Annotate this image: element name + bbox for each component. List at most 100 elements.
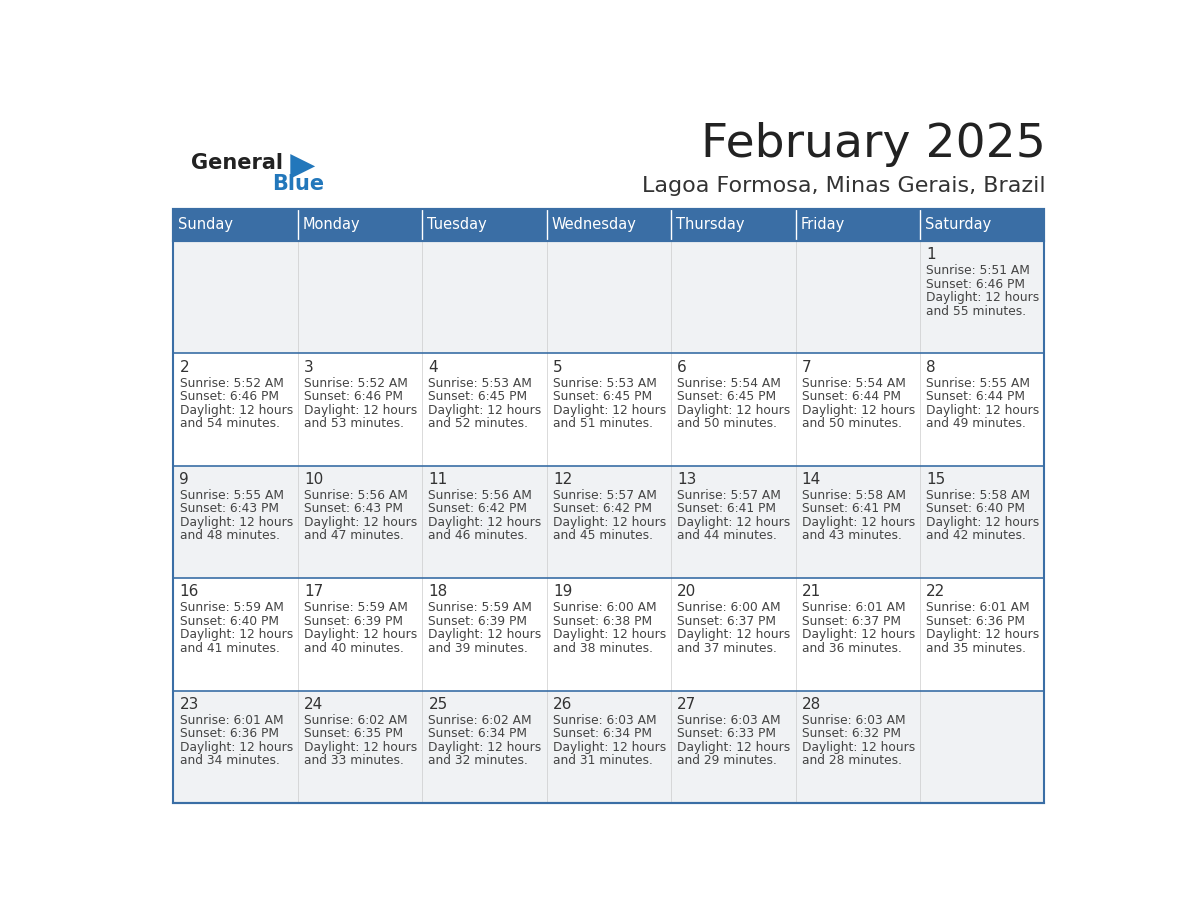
Text: and 29 minutes.: and 29 minutes.	[677, 755, 777, 767]
Text: Sunset: 6:34 PM: Sunset: 6:34 PM	[429, 727, 527, 740]
Text: 4: 4	[429, 360, 438, 375]
Text: 23: 23	[179, 697, 198, 711]
Text: Sunset: 6:44 PM: Sunset: 6:44 PM	[927, 390, 1025, 403]
Text: Daylight: 12 hours: Daylight: 12 hours	[802, 628, 915, 642]
Text: Sunset: 6:36 PM: Sunset: 6:36 PM	[179, 727, 278, 740]
Text: Sunset: 6:33 PM: Sunset: 6:33 PM	[677, 727, 776, 740]
Text: Sunset: 6:40 PM: Sunset: 6:40 PM	[179, 615, 278, 628]
Text: and 52 minutes.: and 52 minutes.	[429, 417, 529, 430]
Text: Sunrise: 5:55 AM: Sunrise: 5:55 AM	[927, 376, 1030, 389]
Text: Sunrise: 5:59 AM: Sunrise: 5:59 AM	[304, 601, 407, 614]
Text: 25: 25	[429, 697, 448, 711]
Text: Sunrise: 5:51 AM: Sunrise: 5:51 AM	[927, 264, 1030, 277]
Text: Sunset: 6:45 PM: Sunset: 6:45 PM	[429, 390, 527, 403]
Text: Daylight: 12 hours: Daylight: 12 hours	[179, 741, 292, 754]
Text: Sunset: 6:46 PM: Sunset: 6:46 PM	[179, 390, 278, 403]
Bar	[173, 208, 1044, 803]
Text: Daylight: 12 hours: Daylight: 12 hours	[179, 516, 292, 529]
Text: 7: 7	[802, 360, 811, 375]
Text: 26: 26	[552, 697, 573, 711]
Text: Thursday: Thursday	[676, 218, 745, 232]
Text: Daylight: 12 hours: Daylight: 12 hours	[552, 516, 666, 529]
Text: Daylight: 12 hours: Daylight: 12 hours	[677, 741, 790, 754]
Text: and 40 minutes.: and 40 minutes.	[304, 642, 404, 655]
Bar	[173, 353, 1044, 466]
Text: and 37 minutes.: and 37 minutes.	[677, 642, 777, 655]
Text: Daylight: 12 hours: Daylight: 12 hours	[304, 628, 417, 642]
Bar	[173, 466, 1044, 578]
Text: General: General	[191, 152, 283, 173]
Text: Sunset: 6:41 PM: Sunset: 6:41 PM	[802, 502, 901, 516]
Bar	[422, 208, 546, 241]
Text: Sunrise: 5:52 AM: Sunrise: 5:52 AM	[179, 376, 284, 389]
Text: Sunrise: 6:03 AM: Sunrise: 6:03 AM	[677, 714, 781, 727]
Text: Daylight: 12 hours: Daylight: 12 hours	[927, 291, 1040, 304]
Text: Sunrise: 6:03 AM: Sunrise: 6:03 AM	[552, 714, 657, 727]
Text: and 39 minutes.: and 39 minutes.	[429, 642, 529, 655]
Bar	[920, 208, 1044, 241]
Text: 9: 9	[179, 472, 189, 487]
Text: Sunrise: 5:58 AM: Sunrise: 5:58 AM	[927, 489, 1030, 502]
Bar	[173, 578, 1044, 690]
Text: Tuesday: Tuesday	[428, 218, 487, 232]
Text: Daylight: 12 hours: Daylight: 12 hours	[429, 516, 542, 529]
Text: Daylight: 12 hours: Daylight: 12 hours	[552, 741, 666, 754]
Text: Sunset: 6:38 PM: Sunset: 6:38 PM	[552, 615, 652, 628]
Text: Daylight: 12 hours: Daylight: 12 hours	[304, 741, 417, 754]
Text: 3: 3	[304, 360, 314, 375]
Text: Sunrise: 6:01 AM: Sunrise: 6:01 AM	[802, 601, 905, 614]
Text: Daylight: 12 hours: Daylight: 12 hours	[429, 404, 542, 417]
Text: Sunrise: 6:02 AM: Sunrise: 6:02 AM	[304, 714, 407, 727]
Text: Daylight: 12 hours: Daylight: 12 hours	[429, 628, 542, 642]
Text: February 2025: February 2025	[701, 122, 1045, 167]
Text: 6: 6	[677, 360, 687, 375]
Text: Sunrise: 5:59 AM: Sunrise: 5:59 AM	[429, 601, 532, 614]
Text: Saturday: Saturday	[925, 218, 991, 232]
Text: 5: 5	[552, 360, 562, 375]
Text: and 35 minutes.: and 35 minutes.	[927, 642, 1026, 655]
Text: Daylight: 12 hours: Daylight: 12 hours	[552, 404, 666, 417]
Text: Sunrise: 5:58 AM: Sunrise: 5:58 AM	[802, 489, 905, 502]
Text: Sunrise: 5:57 AM: Sunrise: 5:57 AM	[552, 489, 657, 502]
Text: 13: 13	[677, 472, 696, 487]
Text: Sunset: 6:44 PM: Sunset: 6:44 PM	[802, 390, 901, 403]
Text: Friday: Friday	[801, 218, 845, 232]
Text: Sunrise: 5:54 AM: Sunrise: 5:54 AM	[802, 376, 905, 389]
Text: Sunset: 6:45 PM: Sunset: 6:45 PM	[677, 390, 777, 403]
Text: Sunrise: 5:53 AM: Sunrise: 5:53 AM	[429, 376, 532, 389]
Text: Daylight: 12 hours: Daylight: 12 hours	[802, 404, 915, 417]
Text: Sunset: 6:36 PM: Sunset: 6:36 PM	[927, 615, 1025, 628]
Text: Sunrise: 6:00 AM: Sunrise: 6:00 AM	[552, 601, 657, 614]
Bar	[173, 208, 298, 241]
Text: and 41 minutes.: and 41 minutes.	[179, 642, 279, 655]
Text: Sunrise: 6:03 AM: Sunrise: 6:03 AM	[802, 714, 905, 727]
Text: Daylight: 12 hours: Daylight: 12 hours	[179, 628, 292, 642]
Bar	[671, 208, 796, 241]
Text: and 45 minutes.: and 45 minutes.	[552, 530, 653, 543]
Text: Sunrise: 5:56 AM: Sunrise: 5:56 AM	[429, 489, 532, 502]
Text: Daylight: 12 hours: Daylight: 12 hours	[802, 516, 915, 529]
Text: and 48 minutes.: and 48 minutes.	[179, 530, 279, 543]
Text: 19: 19	[552, 585, 573, 599]
Text: and 28 minutes.: and 28 minutes.	[802, 755, 902, 767]
Bar	[173, 208, 1044, 241]
Text: Daylight: 12 hours: Daylight: 12 hours	[927, 628, 1040, 642]
Text: Daylight: 12 hours: Daylight: 12 hours	[802, 741, 915, 754]
Text: Sunset: 6:46 PM: Sunset: 6:46 PM	[304, 390, 403, 403]
Text: and 44 minutes.: and 44 minutes.	[677, 530, 777, 543]
Bar	[796, 208, 920, 241]
Text: Daylight: 12 hours: Daylight: 12 hours	[927, 404, 1040, 417]
Text: 18: 18	[429, 585, 448, 599]
Text: and 51 minutes.: and 51 minutes.	[552, 417, 653, 430]
Text: Sunset: 6:32 PM: Sunset: 6:32 PM	[802, 727, 901, 740]
Text: Daylight: 12 hours: Daylight: 12 hours	[677, 404, 790, 417]
Text: Sunrise: 6:00 AM: Sunrise: 6:00 AM	[677, 601, 781, 614]
Text: 16: 16	[179, 585, 198, 599]
Text: Sunset: 6:39 PM: Sunset: 6:39 PM	[429, 615, 527, 628]
Text: and 55 minutes.: and 55 minutes.	[927, 305, 1026, 318]
Text: Sunrise: 6:01 AM: Sunrise: 6:01 AM	[927, 601, 1030, 614]
Text: Daylight: 12 hours: Daylight: 12 hours	[552, 628, 666, 642]
Text: Sunrise: 6:01 AM: Sunrise: 6:01 AM	[179, 714, 283, 727]
Text: Wednesday: Wednesday	[551, 218, 637, 232]
Text: and 38 minutes.: and 38 minutes.	[552, 642, 653, 655]
